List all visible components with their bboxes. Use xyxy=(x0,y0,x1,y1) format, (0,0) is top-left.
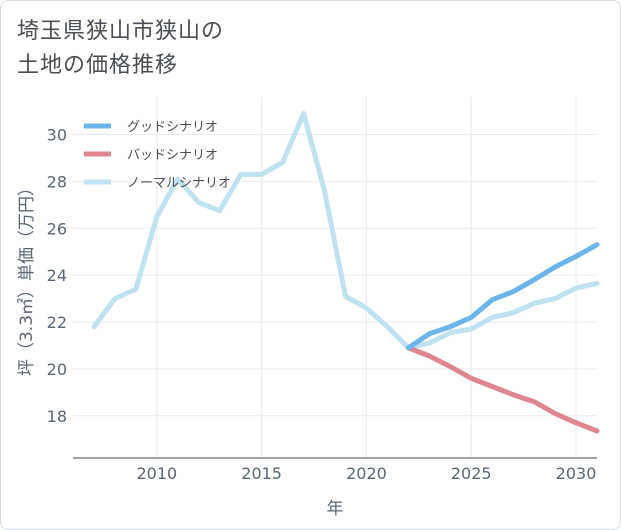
y-tick-label: 20 xyxy=(47,360,67,379)
y-tick-label: 24 xyxy=(47,266,67,285)
chart-series xyxy=(91,110,600,434)
y-tick-label: 30 xyxy=(47,126,67,145)
y-axis-label: 坪（3.3㎡）単価（万円） xyxy=(17,179,37,376)
chart-ticks: 18 20 22 24 26 28 30 2010 2015 2020 2025 2030 xyxy=(47,126,597,483)
series-line-2 xyxy=(91,110,600,351)
y-tick-label: 26 xyxy=(47,219,67,238)
title-line-2: 土地の価格推移 xyxy=(17,53,179,78)
y-tick-label: 18 xyxy=(47,407,67,426)
x-tick-label: 2030 xyxy=(556,464,597,483)
title-line-1: 埼玉県狭山市狭山の xyxy=(17,19,225,44)
y-tick-label: 28 xyxy=(47,172,67,191)
y-tick-label: 22 xyxy=(47,313,67,332)
series-line-1 xyxy=(405,345,600,434)
legend-label: グッドシナリオ xyxy=(127,120,218,135)
x-tick-label: 2020 xyxy=(346,464,387,483)
chart-grid xyxy=(73,97,597,459)
x-tick-label: 2025 xyxy=(451,464,492,483)
x-axis-label: 年 xyxy=(327,499,344,519)
legend-label: ノーマルシナリオ xyxy=(127,176,231,191)
series-line-0 xyxy=(405,242,600,351)
page-title: 埼玉県狭山市狭山の 土地の価格推移 xyxy=(17,15,224,83)
legend-label: バッドシナリオ xyxy=(127,148,218,163)
x-tick-label: 2010 xyxy=(136,464,177,483)
x-tick-label: 2015 xyxy=(241,464,282,483)
